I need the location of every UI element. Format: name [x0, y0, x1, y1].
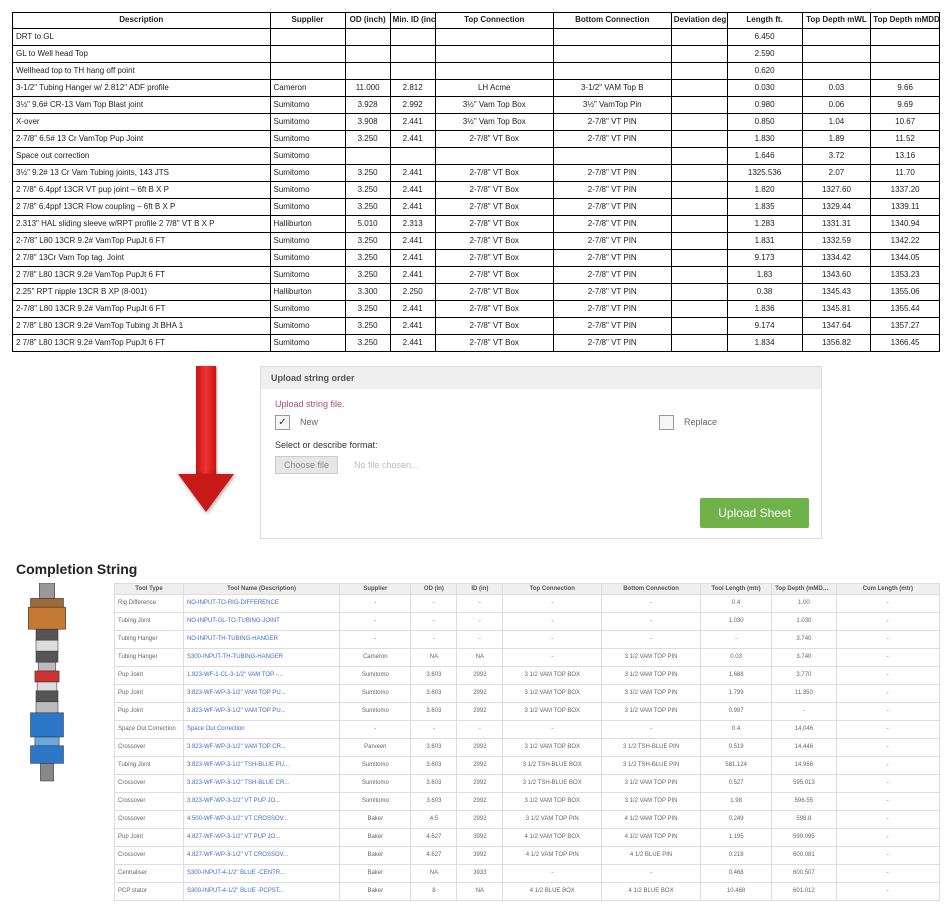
upload-subheader: Upload string file. — [275, 399, 807, 409]
table-row: 2-7/8" L80 13CR 9.2# VamTop PupJt 6 FTSu… — [13, 300, 940, 317]
tool-name-link[interactable]: 4.500-WF-WP-3-1/2" VT CROSSOV... — [187, 816, 288, 822]
tool-name-link[interactable]: 4.827-WF-WP-3-1/2" VT CROSSOV... — [187, 852, 288, 858]
column-header: Bottom Connection — [602, 583, 701, 594]
table-row: Pup Joint3.823-WF-WP-3-1/2" VAM TOP PU..… — [115, 702, 940, 720]
table-row: X-overSumitomo3.9082.4413½" Vam Top Box2… — [13, 113, 940, 130]
table-row: 3½" 9.6# CR-13 Vam Top Blast jointSumito… — [13, 96, 940, 113]
table-row: Tubing JointNO-INPUT-GL-TO-TUBING-JOINT-… — [115, 612, 940, 630]
column-header: Cum Length (mtr) — [836, 583, 939, 594]
column-header: ID (in) — [457, 583, 503, 594]
table-row: CentraliserS300-INPUT-4-1/2" BLUE -CENTR… — [115, 864, 940, 882]
table-row: Pup Joint4.827-WF-WP-3-1/2" VT PUP JO...… — [115, 828, 940, 846]
table-row: Crossover3.823-WF-WP-3-1/2" VAM TOP CR..… — [115, 738, 940, 756]
table-row: GL to Well head Top2.590 — [13, 45, 940, 62]
tool-name-link[interactable]: S300-INPUT-4-1/2" BLUE -CENTR... — [187, 870, 285, 876]
table-row: Crossover4.827-WF-WP-3-1/2" VT CROSSOV..… — [115, 846, 940, 864]
column-header: Bottom Connection — [553, 13, 671, 29]
column-header: Min. ID (inch) — [390, 13, 435, 29]
tool-name-link[interactable]: S300-INPUT-TH-TUBING-HANGER — [187, 654, 283, 660]
choose-file-button[interactable]: Choose file — [275, 456, 338, 474]
table-row: Crossover3.823-WF-WP-3-1/2" TSH-BLUE CR.… — [115, 774, 940, 792]
table-row: 3½" 9.2# 13 Cr Vam Tubing joints, 143 JT… — [13, 164, 940, 181]
arrow-down-icon — [182, 366, 230, 516]
column-header: Supplier — [340, 583, 411, 594]
column-header: Top Depth mWL — [802, 13, 871, 29]
tool-name-link[interactable]: 3.823-WF-WP-3-1/2" VAM TOP CR... — [187, 744, 286, 750]
select-format-label: Select or describe format: — [275, 440, 807, 450]
new-label: New — [300, 417, 318, 427]
table-row: 2.25" RPT nipple 13CR B XP (8-001)Hallib… — [13, 283, 940, 300]
column-header: Description — [13, 13, 271, 29]
column-header: Deviation deg — [671, 13, 727, 29]
table-row: DRT to GL6.450 — [13, 28, 940, 45]
tool-name-link[interactable]: 1.823-WF-1-CL-3-1/2" VAM TOP -... — [187, 672, 283, 678]
column-header: Length ft. — [727, 13, 802, 29]
table-row: PCP statorS300-INPUT-4-1/2" BLUE -PCPST.… — [115, 882, 940, 900]
table-row: Pup Joint1.823-WF-1-CL-3-1/2" VAM TOP -.… — [115, 666, 940, 684]
table-row: Crossover4.500-WF-WP-3-1/2" VT CROSSOV..… — [115, 810, 940, 828]
column-header: Top Depth mMDDRT — [871, 13, 940, 29]
column-header: OD (in) — [411, 583, 457, 594]
tool-name-link[interactable]: 3.823-WF-WP-3-1/2" TSH-BLUE CR... — [187, 780, 289, 786]
table-row: Pup Joint3.823-WF-WP-3-1/2" VAM TOP PU..… — [115, 684, 940, 702]
column-header: Tool Length (mtr) — [700, 583, 771, 594]
upload-sheet-button[interactable]: Upload Sheet — [700, 498, 809, 528]
table-row: Crossover3.823-WF-WP-3-1/2" VT PUP JO...… — [115, 792, 940, 810]
new-checkbox[interactable] — [275, 415, 290, 430]
tool-name-link[interactable]: Space Out Correction — [187, 726, 245, 732]
tool-name-link[interactable]: NO-INPUT-TO-RIG-DIFFERENCE — [187, 600, 279, 606]
table-row: Rig DifferenceNO-INPUT-TO-RIG-DIFFERENCE… — [115, 594, 940, 612]
tool-name-link[interactable]: 3.823-WF-WP-3-1/2" TSH-BLUE PU... — [187, 762, 289, 768]
table-row: Space out correctionSumitomo1.6463.7213.… — [13, 147, 940, 164]
tool-name-link[interactable]: 4.827-WF-WP-3-1/2" VT PUP JO... — [187, 834, 280, 840]
column-header: Tool Name (Description) — [183, 583, 339, 594]
table-row: Tubing HangerNO-INPUT-TH-TUBING-HANGER--… — [115, 630, 940, 648]
table-row: 2-7/8" 6.5# 13 Cr VamTop Pup JointSumito… — [13, 130, 940, 147]
column-header: Tool Type — [115, 583, 184, 594]
table-row: 2-7/8" L80 13CR 9.2# VamTop PupJt 6 FTSu… — [13, 232, 940, 249]
tool-name-link[interactable]: NO-INPUT-TH-TUBING-HANGER — [187, 636, 278, 642]
upload-panel-header: Upload string order — [261, 367, 821, 389]
table-row: 2 7/8" 13Cr Vam Top tag. JointSumitomo3.… — [13, 249, 940, 266]
table-row: Tubing Joint3.823-WF-WP-3-1/2" TSH-BLUE … — [115, 756, 940, 774]
source-string-table: DescriptionSupplierOD (inch)Min. ID (inc… — [12, 12, 940, 352]
tool-name-link[interactable]: S300-INPUT-4-1/2" BLUE -PCPST... — [187, 888, 284, 894]
table-row: 2 7/8" 6.4ppf 13CR VT pup joint – 6ft B … — [13, 181, 940, 198]
tool-name-link[interactable]: 3.823-WF-WP-3-1/2" VAM TOP PU... — [187, 708, 286, 714]
completion-string-table: Tool TypeTool Name (Description)Supplier… — [114, 583, 940, 901]
table-row: 2.313" HAL sliding sleeve w/RPT profile … — [13, 215, 940, 232]
completion-tool-diagram — [12, 583, 102, 797]
table-row: Space Out CorrectionSpace Out Correction… — [115, 720, 940, 738]
completion-string-title: Completion String — [16, 561, 940, 577]
upload-panel: Upload string order Upload string file. … — [260, 366, 822, 539]
column-header: OD (inch) — [345, 13, 390, 29]
table-row: 2 7/8" L80 13CR 9.2# VamTop PupJt 6 FTSu… — [13, 334, 940, 351]
choose-file-text: No file chosen... — [354, 460, 419, 470]
column-header: Top Connection — [435, 13, 553, 29]
table-row: 2 7/8" L80 13CR 9.2# VamTop Tubing Jt BH… — [13, 317, 940, 334]
column-header: Supplier — [270, 13, 345, 29]
replace-checkbox[interactable] — [659, 415, 674, 430]
table-row: 3-1/2" Tubing Hanger w/ 2.812" ADF profi… — [13, 79, 940, 96]
table-row: 2 7/8" 6.4ppf 13CR Flow coupling – 6ft B… — [13, 198, 940, 215]
tool-name-link[interactable]: NO-INPUT-GL-TO-TUBING-JOINT — [187, 618, 280, 624]
column-header: Top Connection — [503, 583, 602, 594]
tool-name-link[interactable]: 3.823-WF-WP-3-1/2" VT PUP JO... — [187, 798, 280, 804]
tool-name-link[interactable]: 3.823-WF-WP-3-1/2" VAM TOP PU... — [187, 690, 286, 696]
table-row: 2 7/8" L80 13CR 9.2# VamTop PupJt 6 FTSu… — [13, 266, 940, 283]
replace-label: Replace — [684, 417, 717, 427]
table-row: Tubing HangerS300-INPUT-TH-TUBING-HANGER… — [115, 648, 940, 666]
column-header: Top Depth (mMDDRT) — [772, 583, 836, 594]
table-row: Wellhead top to TH hang off point0.620 — [13, 62, 940, 79]
